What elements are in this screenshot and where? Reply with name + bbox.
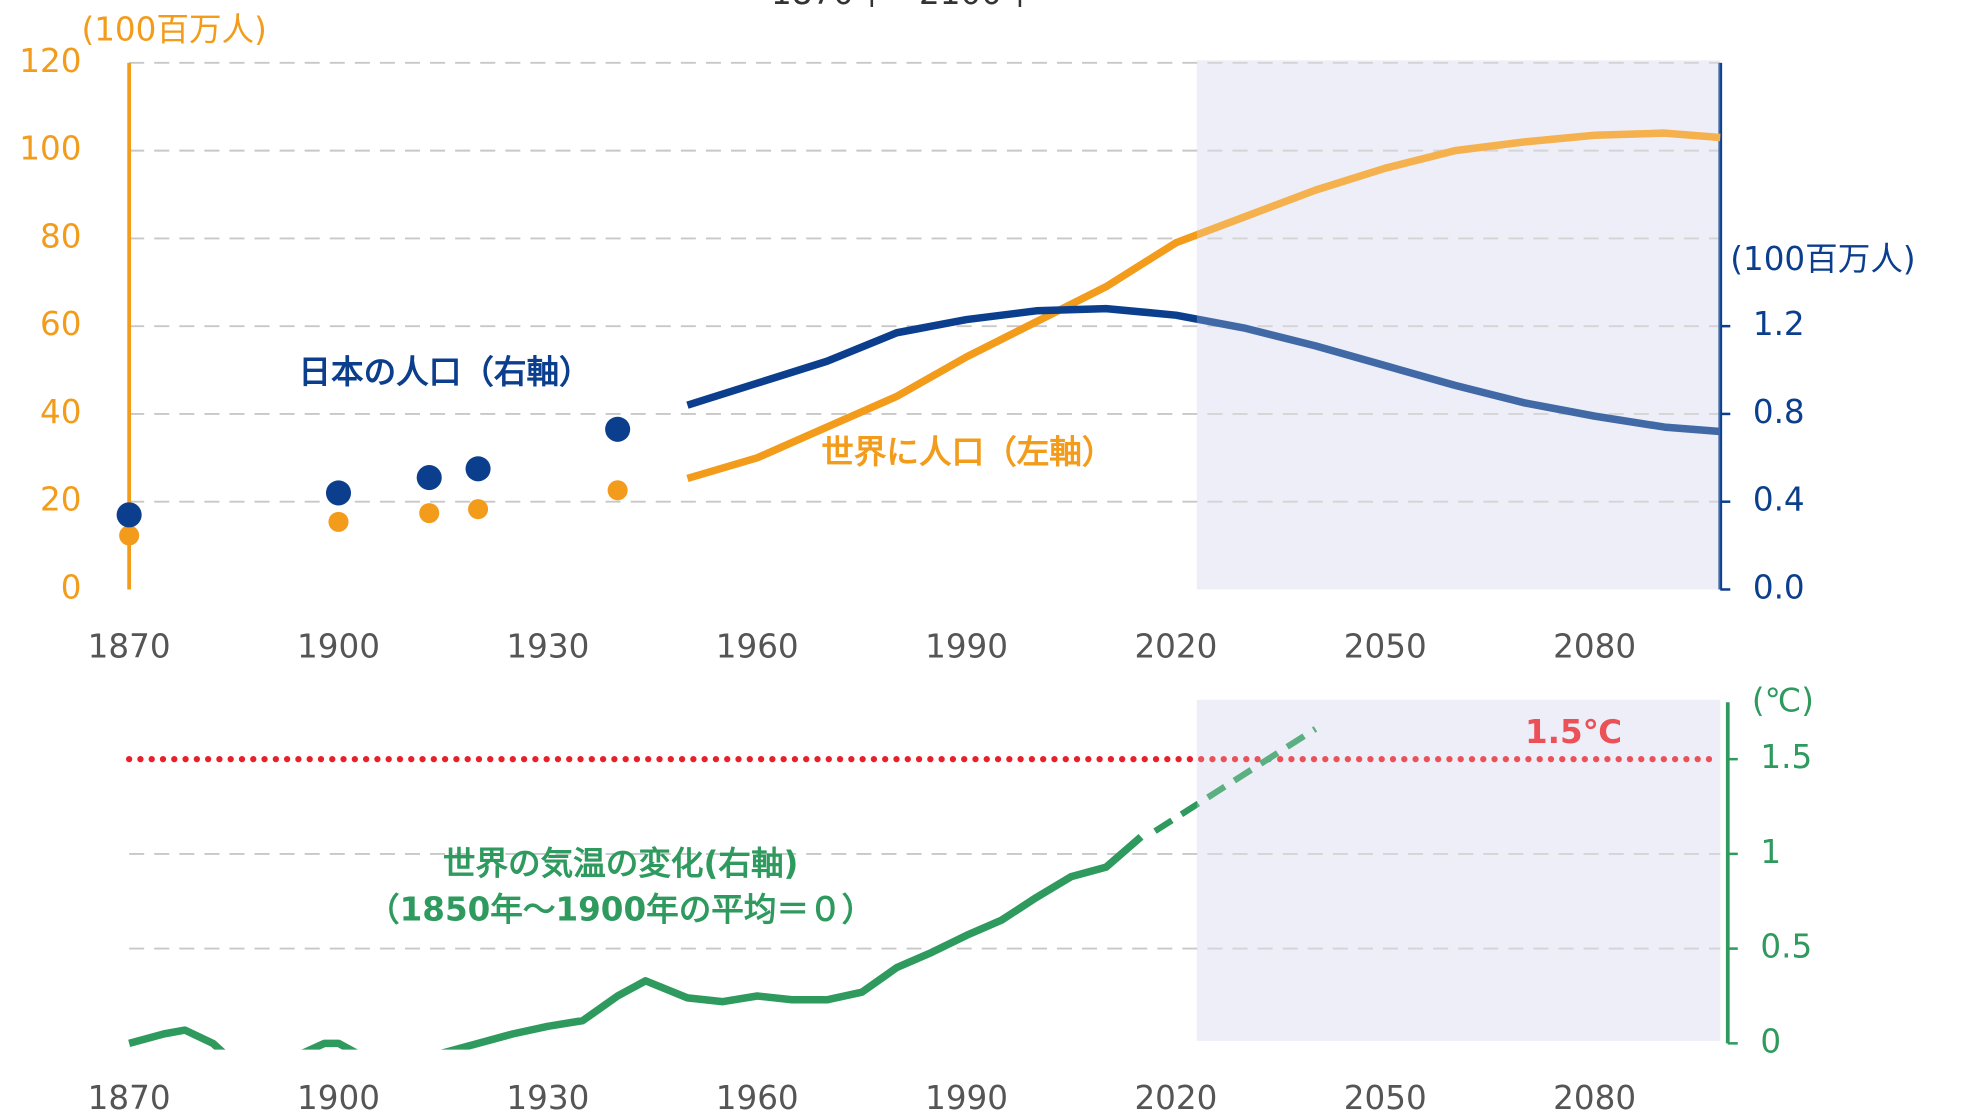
annotation: 世界の気温の変化(右軸) <box>443 844 799 882</box>
line <box>686 129 1721 483</box>
y-tick-label: 80 <box>40 217 81 255</box>
y-tick-label: 40 <box>40 393 81 431</box>
projection-tint <box>1196 57 1721 592</box>
x-tick-label: 2020 <box>1134 1079 1217 1117</box>
dot <box>465 456 491 482</box>
x-tick-label: 1990 <box>925 1079 1008 1117</box>
y2-tick-label: 1 <box>1760 833 1781 871</box>
projection-region <box>1196 699 1721 1041</box>
dot <box>607 480 628 501</box>
y2-axis-label: (100百万人) <box>1730 240 1915 278</box>
y-tick-label: 0 <box>61 568 82 606</box>
x-tick-label: 1870 <box>88 1079 171 1117</box>
chart-title: 1870年～2100年 <box>771 0 1035 12</box>
projection-tint <box>1196 697 1721 1046</box>
y2-tick-label: 1.5 <box>1760 738 1812 776</box>
x-tick-label: 1930 <box>506 1079 589 1117</box>
x-tick-label: 2050 <box>1344 1079 1427 1117</box>
plot-area <box>116 129 1721 546</box>
y2-tick-label: 1.2 <box>1753 305 1805 343</box>
dot <box>416 465 442 491</box>
line <box>128 833 1144 1050</box>
projection-line <box>1153 726 1318 834</box>
y-tick-label: 120 <box>19 42 81 80</box>
x-tick-label: 2050 <box>1344 627 1427 665</box>
plot-area <box>128 726 1318 1050</box>
y2-tick-label: 0 <box>1760 1022 1781 1060</box>
y-tick-label: 60 <box>40 305 81 343</box>
y2-tick-label: 0.0 <box>1753 568 1805 606</box>
y-tick-label: 100 <box>19 130 81 168</box>
x-tick-label: 1960 <box>716 1079 799 1117</box>
dot <box>468 499 489 520</box>
y-axis-label: (100百万人) <box>81 11 266 49</box>
x-tick-label: 1900 <box>297 627 380 665</box>
y2-tick-label: 0.5 <box>1760 928 1812 966</box>
series-label: 日本の人口（右軸） <box>298 353 591 391</box>
x-tick-label: 1990 <box>925 627 1008 665</box>
x-tick-label: 1960 <box>716 627 799 665</box>
y2-tick-label: 0.4 <box>1753 481 1805 519</box>
dot <box>116 502 142 528</box>
y2-axis-label: (℃) <box>1752 681 1814 719</box>
dot <box>328 511 349 532</box>
x-tick-label: 2080 <box>1553 627 1636 665</box>
dot <box>419 503 440 524</box>
y-tick-label: 20 <box>40 481 81 519</box>
dot <box>325 480 352 506</box>
annotation: （1850年～1900年の平均＝０） <box>367 891 874 929</box>
x-tick-label: 2080 <box>1553 1079 1636 1117</box>
x-tick-label: 1930 <box>506 627 589 665</box>
reference-label: 1.5℃ <box>1525 713 1622 751</box>
x-tick-label: 1870 <box>88 627 171 665</box>
y2-tick-label: 0.8 <box>1753 393 1805 431</box>
series-label: 世界に人口（左軸） <box>821 433 1114 471</box>
dot <box>119 525 140 546</box>
line <box>686 304 1721 436</box>
x-tick-label: 2020 <box>1134 627 1217 665</box>
dot <box>605 416 631 442</box>
x-tick-label: 1900 <box>297 1079 380 1117</box>
